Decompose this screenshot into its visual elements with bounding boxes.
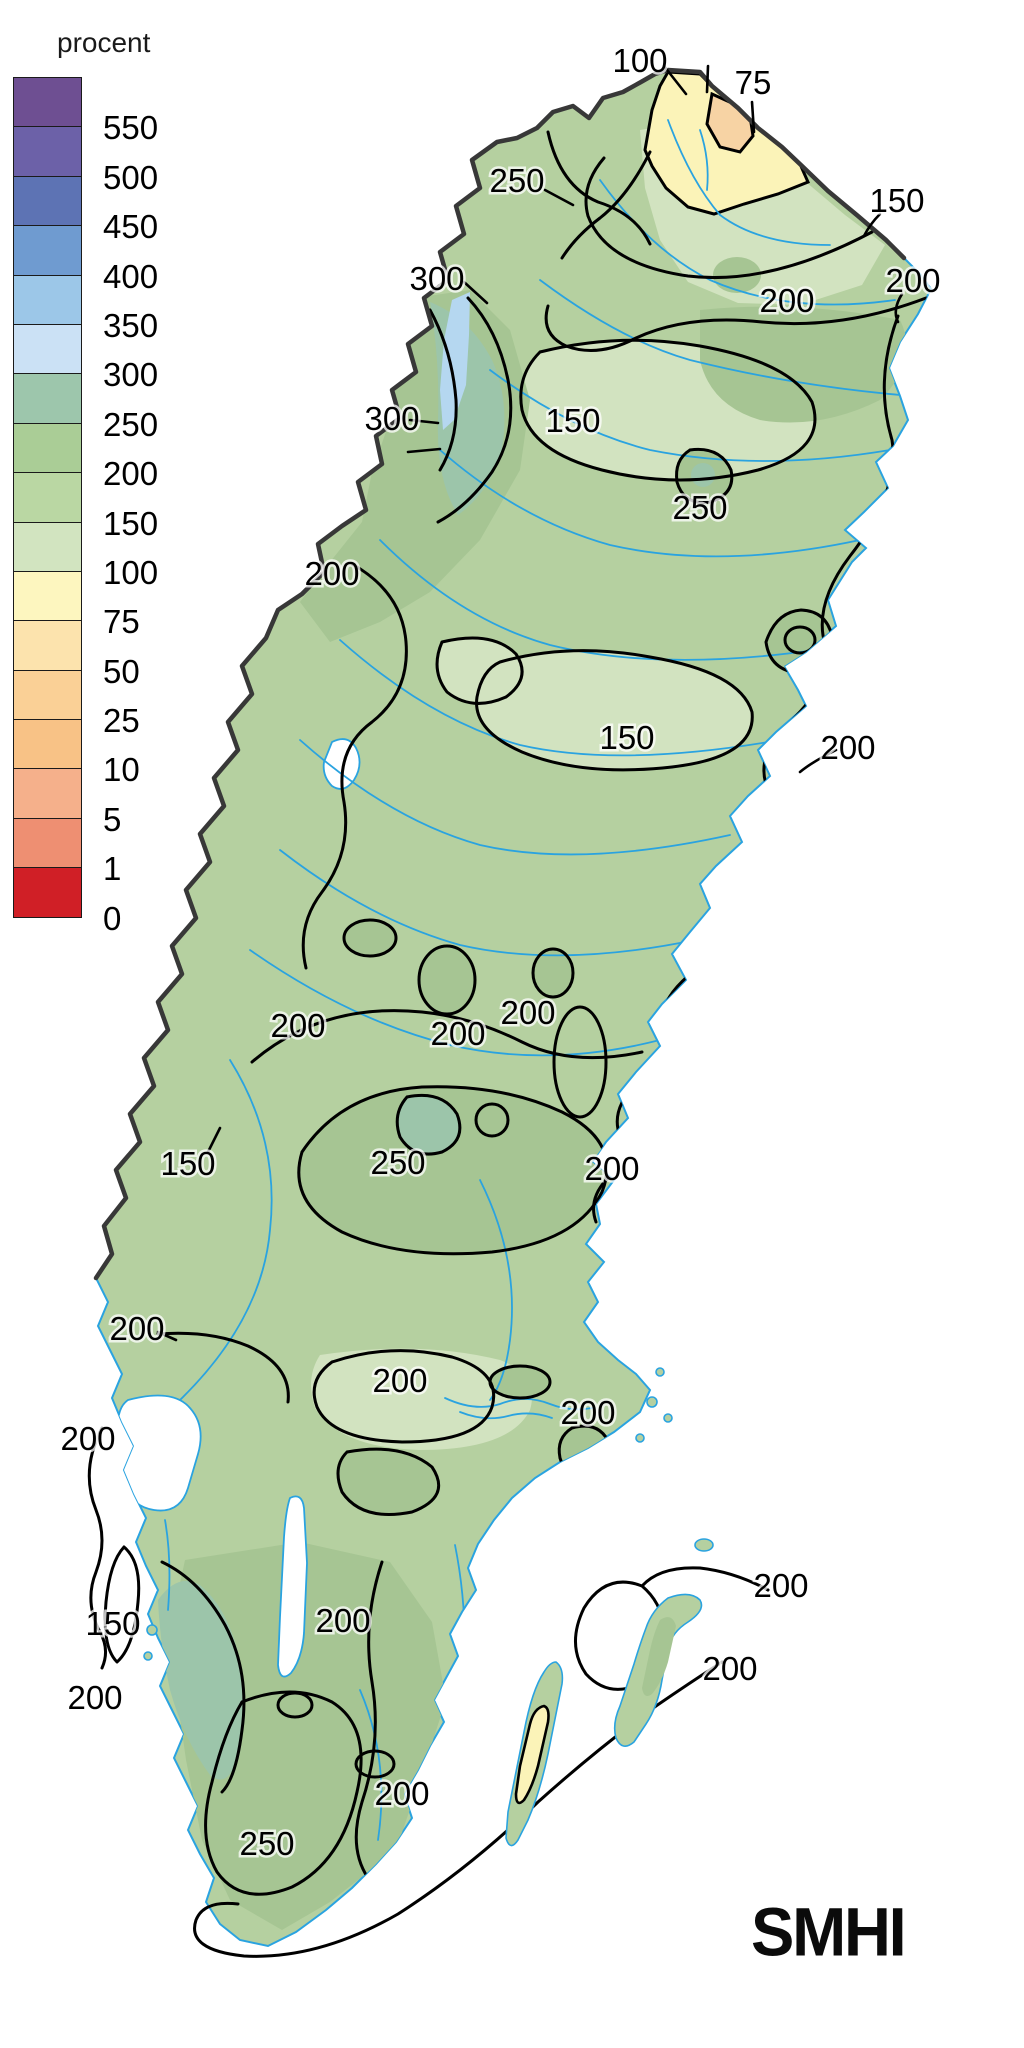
legend-entry: 1	[13, 817, 121, 885]
islands	[143, 1367, 714, 1847]
legend-entry: 450	[13, 175, 158, 243]
legend-color-box	[13, 669, 82, 721]
legend-entry: 300	[13, 323, 158, 391]
legend-value-label: 300	[103, 356, 159, 394]
contour-label: 200	[67, 1679, 122, 1716]
legend-entry: 0	[13, 867, 121, 935]
legend-entry: 400	[13, 225, 158, 293]
legend-entry: 250	[13, 373, 158, 441]
contour-label: 300	[409, 260, 464, 297]
contour-label: 100	[612, 42, 667, 79]
contour-label: 200	[759, 282, 814, 319]
contour-label: 200	[374, 1775, 429, 1812]
legend-color-box	[13, 867, 82, 918]
legend-value-label: 450	[103, 208, 159, 246]
contour-label: 250	[672, 489, 727, 526]
legend-value-label: 5	[103, 800, 122, 838]
contour-label: 150	[869, 182, 924, 219]
legend-color-box	[13, 126, 82, 177]
legend-value-label: 150	[103, 504, 159, 542]
contour-label: 250	[489, 162, 544, 199]
legend-entry: 50	[13, 620, 140, 688]
contour-label: 200	[109, 1310, 164, 1347]
legend-value-label: 1	[103, 850, 122, 888]
legend-color-box	[13, 422, 82, 474]
contour-label: 250	[370, 1144, 425, 1181]
contour-label: 200	[560, 1394, 615, 1431]
legend-value-label: 50	[103, 652, 140, 690]
legend-entry: 25	[13, 669, 140, 737]
contour-label: 150	[85, 1605, 140, 1642]
legend-color-box	[13, 817, 82, 869]
legend-color-box	[13, 521, 82, 572]
contour-label: 150	[160, 1145, 215, 1182]
legend-entry: 100	[13, 521, 158, 589]
legend-color-box	[13, 570, 82, 622]
contour-label: 200	[584, 1150, 639, 1187]
contour-label: 200	[885, 262, 940, 299]
legend-value-label: 100	[103, 553, 159, 591]
legend-entry: 10	[13, 719, 140, 786]
legend-value-label: 550	[103, 109, 159, 147]
legend-entry: 75	[13, 570, 140, 638]
legend-value-label: 0	[103, 899, 122, 937]
legend-value-label: 500	[103, 158, 159, 196]
island-faro	[694, 1538, 714, 1552]
legend-entry: 550	[13, 77, 158, 144]
contour-label: 200	[702, 1650, 757, 1687]
contour-label: 200	[820, 729, 875, 766]
legend-color-box	[13, 719, 82, 770]
legend-color-box	[13, 274, 82, 325]
smhi-logo: SMHI	[751, 1894, 907, 1971]
legend-color-box	[13, 472, 82, 523]
contour-label: 200	[500, 994, 555, 1031]
legend-color-box	[13, 768, 82, 819]
contour-label: 200	[304, 555, 359, 592]
contour-label: 200	[430, 1015, 485, 1052]
color-scale-legend: 550 500 450 400 350 300 250 200 150 100 75 50 25 10 5 1…	[13, 77, 273, 935]
lake-vattern	[277, 1495, 308, 1678]
legend-value-label: 400	[103, 257, 159, 295]
legend-color-box	[13, 77, 82, 128]
legend-entry: 5	[13, 768, 121, 836]
legend-color-box	[13, 323, 82, 375]
legend-value-label: 350	[103, 306, 159, 344]
contour-label: 200	[372, 1362, 427, 1399]
lakes	[116, 738, 593, 1678]
rivers	[164, 119, 901, 1841]
legend-entry: 150	[13, 472, 158, 540]
contour-label: 200	[315, 1602, 370, 1639]
contour-label: 300	[364, 400, 419, 437]
contour-label: 150	[545, 402, 600, 439]
legend-color-box	[13, 373, 82, 424]
legend-entry: 350	[13, 274, 158, 342]
contour-label: 200	[60, 1420, 115, 1457]
legend-value-label: 75	[103, 603, 140, 641]
country-border	[93, 67, 907, 1281]
legend-color-box	[13, 620, 82, 671]
legend-value-label: 250	[103, 405, 159, 443]
filled-regions	[158, 70, 923, 1930]
contour-label: 200	[270, 1007, 325, 1044]
legend-entry: 200	[13, 422, 158, 490]
contour-label: 200	[753, 1567, 808, 1604]
contour-label: 75	[735, 64, 772, 101]
legend-color-box	[13, 175, 82, 227]
contour-label: 250	[239, 1825, 294, 1862]
legend-title: procent	[57, 27, 151, 58]
contour-label: 150	[599, 719, 654, 756]
legend-value-label: 25	[103, 702, 140, 740]
legend-value-label: 10	[103, 751, 140, 789]
legend-value-label: 200	[103, 455, 159, 493]
legend-entry: 500	[13, 126, 158, 194]
legend-color-box	[13, 225, 82, 276]
